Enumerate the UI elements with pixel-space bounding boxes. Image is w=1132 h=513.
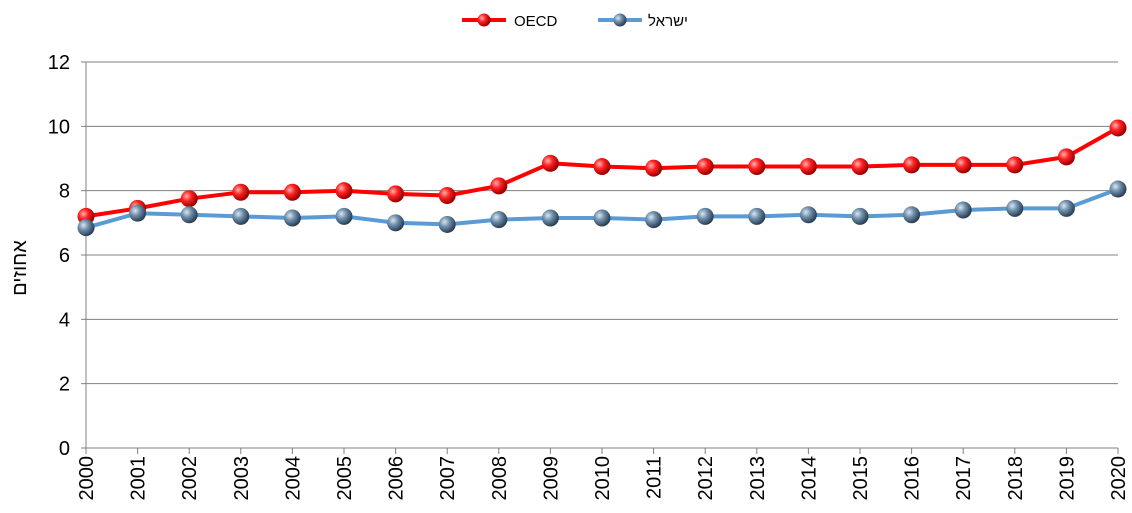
data-point bbox=[1006, 199, 1024, 217]
data-point bbox=[232, 183, 250, 201]
legend-swatch-marker bbox=[477, 13, 491, 27]
data-point bbox=[696, 207, 714, 225]
y-tick-label: 6 bbox=[59, 245, 70, 267]
data-point bbox=[335, 207, 353, 225]
data-point bbox=[387, 185, 405, 203]
legend-item: ישראל bbox=[598, 13, 688, 30]
data-point bbox=[77, 219, 95, 237]
legend-label: ישראל bbox=[648, 13, 688, 30]
data-point bbox=[490, 177, 508, 195]
x-tick-label: 2013 bbox=[747, 456, 769, 501]
legend-label: OECD bbox=[514, 13, 558, 30]
data-point bbox=[232, 207, 250, 225]
data-point bbox=[903, 156, 921, 174]
x-tick-label: 2003 bbox=[231, 456, 253, 501]
y-tick-label: 12 bbox=[48, 52, 70, 74]
data-point bbox=[438, 215, 456, 233]
data-point bbox=[335, 182, 353, 200]
x-tick-label: 2011 bbox=[644, 456, 666, 499]
x-tick-label: 2009 bbox=[540, 456, 562, 501]
data-point bbox=[387, 214, 405, 232]
axes bbox=[81, 61, 1119, 454]
x-tick-label: 2018 bbox=[1005, 456, 1027, 501]
x-tick-label: 2012 bbox=[695, 456, 717, 501]
x-tick-label: 2000 bbox=[76, 456, 98, 501]
x-tick-label: 2019 bbox=[1056, 456, 1078, 501]
data-point bbox=[1109, 119, 1127, 137]
data-point bbox=[1006, 156, 1024, 174]
data-point bbox=[903, 206, 921, 224]
x-tick-label: 2016 bbox=[902, 456, 924, 501]
x-tick-label: 2014 bbox=[798, 456, 820, 501]
data-point bbox=[851, 158, 869, 176]
data-point bbox=[593, 158, 611, 176]
y-tick-label: 0 bbox=[59, 438, 70, 460]
x-tick-label: 2002 bbox=[179, 456, 201, 501]
legend: OECD ישראל bbox=[462, 13, 688, 30]
x-tick-label: 2010 bbox=[592, 456, 614, 501]
data-point bbox=[696, 158, 714, 176]
data-point bbox=[283, 209, 301, 227]
x-tick-label: 2020 bbox=[1108, 456, 1130, 501]
data-point bbox=[490, 211, 508, 229]
data-point bbox=[1109, 180, 1127, 198]
x-tick-label: 2006 bbox=[386, 456, 408, 501]
labels: 0 2 4 6 8 10 12 2000 2001 2002 2003 2004 2005 2006 200… bbox=[9, 52, 1130, 501]
legend-swatch-marker bbox=[613, 13, 627, 27]
x-tick-label: 2008 bbox=[489, 456, 511, 501]
x-tick-label: 2017 bbox=[953, 456, 975, 501]
legend-item: OECD bbox=[462, 13, 558, 30]
data-point bbox=[954, 201, 972, 219]
series-layer bbox=[77, 119, 1127, 237]
y-tick-label: 8 bbox=[59, 181, 70, 203]
y-tick-label: 10 bbox=[48, 116, 70, 138]
data-point bbox=[799, 158, 817, 176]
x-tick-label: 2015 bbox=[850, 456, 872, 501]
data-point bbox=[541, 209, 559, 227]
data-point bbox=[954, 156, 972, 174]
series-1 bbox=[77, 180, 1127, 237]
data-point bbox=[541, 154, 559, 172]
x-tick-label: 2004 bbox=[282, 456, 304, 501]
y-tick-label: 2 bbox=[59, 374, 70, 396]
data-point bbox=[180, 190, 198, 208]
data-point bbox=[748, 207, 766, 225]
y-axis-title: אחוזים bbox=[9, 240, 31, 296]
y-tick-label: 4 bbox=[59, 309, 70, 331]
data-point bbox=[851, 207, 869, 225]
x-tick-label: 2005 bbox=[334, 456, 356, 501]
data-point bbox=[748, 158, 766, 176]
data-point bbox=[645, 211, 663, 229]
data-point bbox=[1057, 148, 1075, 166]
data-point bbox=[1057, 199, 1075, 217]
data-point bbox=[129, 204, 147, 222]
data-point bbox=[645, 159, 663, 177]
x-tick-label: 2007 bbox=[437, 456, 459, 501]
data-point bbox=[593, 209, 611, 227]
x-tick-label: 2001 bbox=[128, 456, 150, 501]
data-point bbox=[799, 206, 817, 224]
data-point bbox=[438, 186, 456, 204]
data-point bbox=[283, 183, 301, 201]
data-point bbox=[180, 206, 198, 224]
